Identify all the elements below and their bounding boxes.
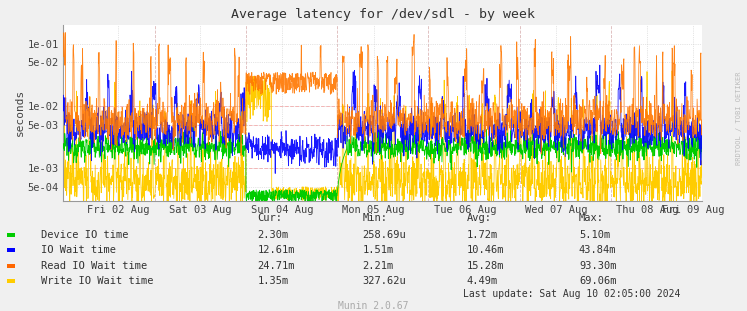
Text: Munin 2.0.67: Munin 2.0.67 (338, 301, 409, 311)
Text: 2.30m: 2.30m (258, 230, 289, 240)
Text: 327.62u: 327.62u (362, 276, 406, 286)
Text: Cur:: Cur: (258, 213, 282, 223)
Text: Max:: Max: (579, 213, 604, 223)
Text: 1.72m: 1.72m (467, 230, 498, 240)
Text: Write IO Wait time: Write IO Wait time (41, 276, 154, 286)
Text: 1.35m: 1.35m (258, 276, 289, 286)
Text: Device IO time: Device IO time (41, 230, 128, 240)
Text: 15.28m: 15.28m (467, 261, 504, 271)
Text: 4.49m: 4.49m (467, 276, 498, 286)
Y-axis label: seconds: seconds (15, 89, 25, 136)
Text: 69.06m: 69.06m (579, 276, 616, 286)
Text: Last update: Sat Aug 10 02:05:00 2024: Last update: Sat Aug 10 02:05:00 2024 (463, 289, 681, 299)
Title: Average latency for /dev/sdl - by week: Average latency for /dev/sdl - by week (231, 8, 535, 21)
Text: 258.69u: 258.69u (362, 230, 406, 240)
Text: IO Wait time: IO Wait time (41, 245, 116, 255)
Text: Min:: Min: (362, 213, 387, 223)
Text: 5.10m: 5.10m (579, 230, 610, 240)
Text: Read IO Wait time: Read IO Wait time (41, 261, 147, 271)
Text: 43.84m: 43.84m (579, 245, 616, 255)
Text: 12.61m: 12.61m (258, 245, 295, 255)
Text: Avg:: Avg: (467, 213, 492, 223)
Text: 1.51m: 1.51m (362, 245, 394, 255)
Text: 24.71m: 24.71m (258, 261, 295, 271)
Text: 2.21m: 2.21m (362, 261, 394, 271)
Text: 10.46m: 10.46m (467, 245, 504, 255)
Text: 93.30m: 93.30m (579, 261, 616, 271)
Text: RRDTOOL / TOBI OETIKER: RRDTOOL / TOBI OETIKER (736, 72, 742, 165)
